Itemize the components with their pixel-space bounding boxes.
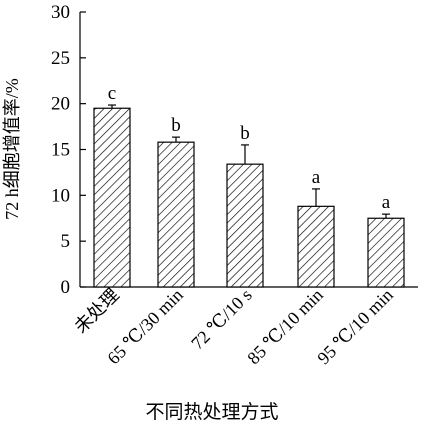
y-tick-label: 15 — [51, 140, 70, 161]
y-tick-label: 25 — [51, 48, 70, 69]
significance-label: a — [312, 167, 321, 188]
bar — [157, 141, 195, 288]
y-tick-label: 5 — [61, 231, 71, 252]
bar — [93, 107, 131, 288]
significance-label: c — [108, 83, 116, 104]
bar — [367, 217, 405, 288]
significance-label: b — [240, 123, 250, 144]
y-tick-label: 20 — [51, 94, 70, 115]
error-bars — [108, 104, 390, 219]
x-tick-label: 未处理 — [71, 285, 123, 337]
significance-labels: c b b a a — [108, 83, 391, 213]
x-tick-label: 72 ℃/10 s — [187, 285, 256, 354]
y-tick-label: 10 — [51, 185, 70, 206]
bars — [93, 107, 405, 288]
bar — [226, 163, 264, 288]
x-axis-label: 不同热处理方式 — [145, 401, 278, 423]
significance-label: b — [171, 115, 181, 136]
y-ticks: 0 5 10 15 20 25 30 — [51, 2, 86, 298]
y-tick-label: 30 — [51, 2, 70, 23]
y-axis-label: 72 h细胞增值率/% — [2, 78, 22, 220]
significance-label: a — [382, 192, 391, 213]
x-tick-label: 95 ℃/10 min — [313, 285, 397, 369]
y-tick-label: 0 — [61, 277, 71, 298]
bar — [297, 205, 335, 288]
